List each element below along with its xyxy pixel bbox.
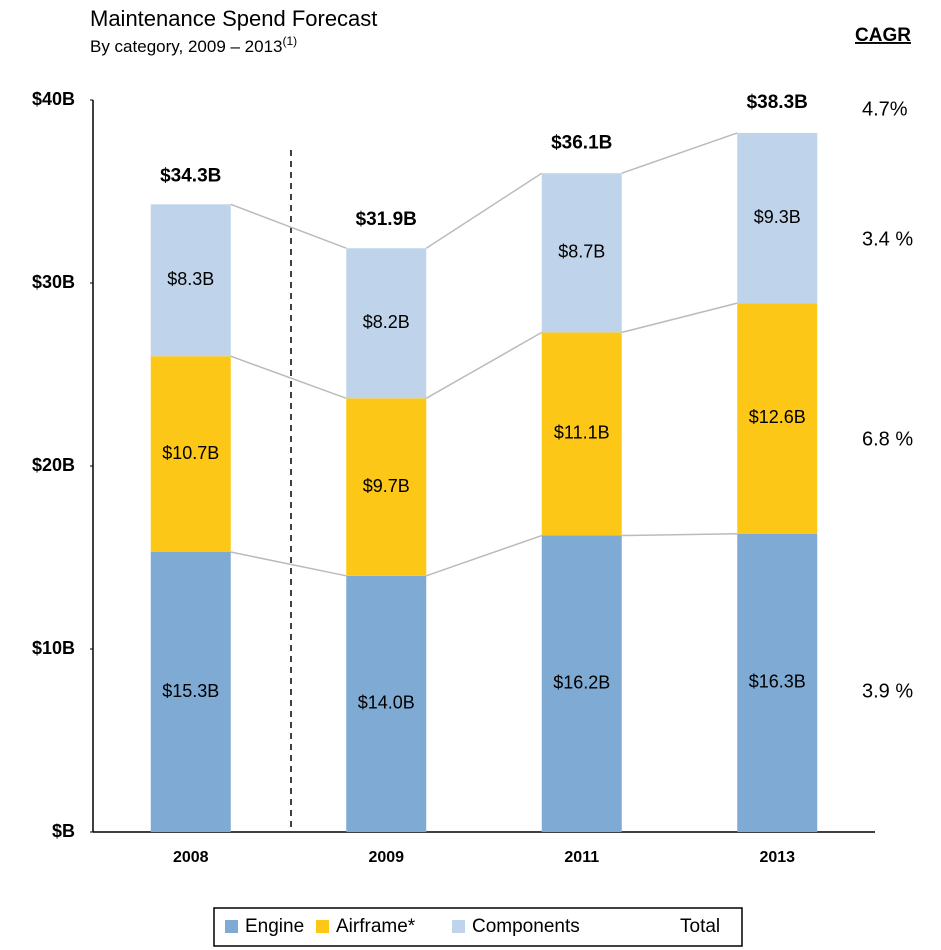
legend-label: Total xyxy=(680,916,720,937)
x-tick-label: 2008 xyxy=(173,849,209,866)
total-label: $38.3B xyxy=(747,92,808,113)
bar-segment xyxy=(541,535,622,832)
connector xyxy=(621,532,738,537)
legend-box xyxy=(213,907,743,947)
total-label: $34.3B xyxy=(160,165,221,186)
bar-segment xyxy=(150,552,231,832)
connector xyxy=(230,551,347,577)
y-tick-label: $40B xyxy=(32,89,75,109)
x-tick-label: 2011 xyxy=(564,849,599,866)
chart-title: Maintenance Spend Forecast xyxy=(90,6,377,31)
value-label: $10.7B xyxy=(162,443,219,463)
value-label: $8.7B xyxy=(558,242,605,262)
subtitle-note: (1) xyxy=(283,34,298,48)
bar-segment xyxy=(541,173,622,333)
cagr-label: 3.4 % xyxy=(862,228,913,250)
connector xyxy=(230,203,347,249)
value-label: $9.3B xyxy=(754,207,801,227)
y-tick-label: $B xyxy=(52,821,75,841)
connector xyxy=(621,302,738,334)
subtitle-wrap: By category, 2009 – 2013(1) xyxy=(90,34,297,56)
total-label: $36.1B xyxy=(551,132,612,153)
value-label: $12.6B xyxy=(749,407,806,427)
connector xyxy=(426,534,542,577)
value-label: $14.0B xyxy=(358,693,415,713)
bar-segment xyxy=(346,575,427,832)
x-tick-label: 2009 xyxy=(368,849,404,866)
connector xyxy=(230,355,347,399)
value-label: $8.3B xyxy=(167,269,214,289)
value-label: $11.1B xyxy=(554,423,610,443)
value-label: $16.3B xyxy=(749,672,806,692)
value-label: $8.2B xyxy=(363,312,410,332)
bar-segment xyxy=(737,303,818,534)
x-tick-label: 2013 xyxy=(759,849,795,866)
value-label: $15.3B xyxy=(162,681,219,701)
y-tick-label: $30B xyxy=(32,272,75,292)
value-label: $9.7B xyxy=(363,476,410,496)
cagr-label: 6.8 % xyxy=(862,428,913,450)
y-tick-label: $20B xyxy=(32,455,75,475)
legend-label: Airframe* xyxy=(336,916,416,937)
connector xyxy=(425,172,543,249)
cagr-label: 3.9 % xyxy=(862,680,913,702)
legend-label: Engine xyxy=(245,916,304,937)
total-label: $31.9B xyxy=(356,209,417,230)
bar-segment xyxy=(150,204,231,357)
bar-segment xyxy=(346,398,427,576)
legend-swatch xyxy=(316,920,329,933)
bar-segment xyxy=(541,332,622,536)
cagr-title: CAGR xyxy=(855,25,911,46)
connector xyxy=(621,132,738,174)
cagr-label: 4.7% xyxy=(862,98,908,120)
bar-segment xyxy=(737,132,818,304)
chart-subtitle: By category, 2009 – 2013 xyxy=(90,37,283,56)
bar-segment xyxy=(737,533,818,832)
value-label: $16.2B xyxy=(553,673,610,693)
bar-segment xyxy=(150,356,231,553)
legend-swatch xyxy=(225,920,238,933)
legend-swatch xyxy=(452,920,465,933)
connector xyxy=(425,331,543,399)
legend-label: Components xyxy=(472,916,580,937)
bar-segment xyxy=(346,248,427,399)
y-tick-label: $10B xyxy=(32,638,75,658)
